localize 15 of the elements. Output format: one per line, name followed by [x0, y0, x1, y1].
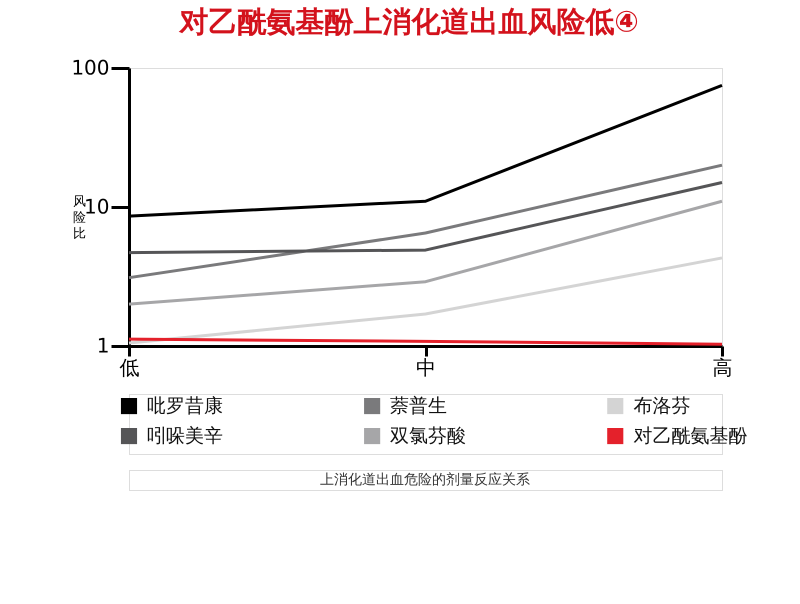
x-tick-label: 中	[416, 356, 436, 380]
x-tick-label: 低	[120, 356, 140, 380]
legend-label: 对乙酰氨基酚	[633, 425, 748, 447]
legend-label: 吲哚美辛	[147, 425, 223, 447]
y-tick-label: 100	[71, 56, 110, 80]
legend-label: 吡罗昔康	[147, 395, 223, 417]
y-tick-label: 10	[84, 194, 110, 218]
y-tick-label: 1	[96, 334, 110, 358]
y-axis-title: 风险比	[73, 194, 86, 242]
chart-title: 对乙酰氨基酚上消化道出血风险低④	[178, 4, 639, 38]
x-tick-label: 高	[712, 356, 732, 380]
legend-label: 萘普生	[390, 395, 448, 417]
legend-label: 双氯芬酸	[390, 425, 466, 447]
text: 上消化道出血危险的剂量反应关系	[320, 472, 530, 488]
legend-label: 布洛芬	[633, 395, 690, 417]
